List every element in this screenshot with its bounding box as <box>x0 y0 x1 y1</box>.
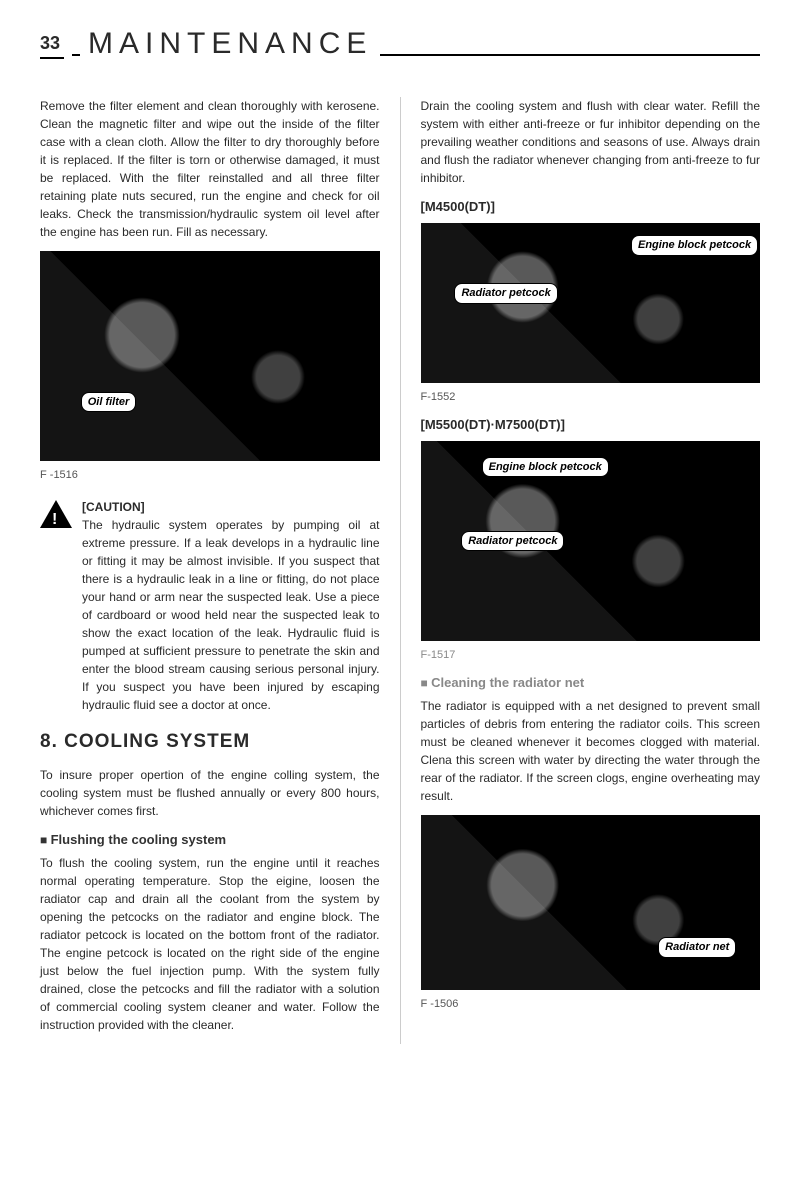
flushing-paragraph: To flush the cooling system, run the eng… <box>40 854 380 1034</box>
filter-paragraph: Remove the filter element and clean thor… <box>40 97 380 241</box>
left-column: Remove the filter element and clean thor… <box>40 97 380 1044</box>
figure-caption: F-1517 <box>421 647 761 664</box>
figure-caption: F -1516 <box>40 467 380 484</box>
cleaning-net-paragraph: The radiator is equipped with a net desi… <box>421 697 761 805</box>
callout-engine-block-petcock-2: Engine block petcock <box>482 457 609 478</box>
callout-radiator-petcock: Radiator petcock <box>454 283 557 304</box>
rule-left <box>72 54 80 56</box>
two-column-layout: Remove the filter element and clean thor… <box>40 97 760 1044</box>
callout-radiator-petcock-2: Radiator petcock <box>461 531 564 552</box>
caution-text: [CAUTION] The hydraulic system operates … <box>82 498 380 714</box>
model-label-m4500: [M4500(DT)] <box>421 197 761 217</box>
drain-paragraph: Drain the cooling system and flush with … <box>421 97 761 187</box>
subheading-flushing: Flushing the cooling system <box>40 830 380 850</box>
callout-radiator-net: Radiator net <box>658 937 736 958</box>
warning-triangle-icon <box>40 500 72 528</box>
section-title: COOLING SYSTEM <box>64 731 250 752</box>
cooling-intro-paragraph: To insure proper opertion of the engine … <box>40 766 380 820</box>
figure-caption: F-1552 <box>421 389 761 406</box>
callout-oil-filter: Oil filter <box>81 392 137 413</box>
title-row: MAINTENANCE <box>72 43 760 66</box>
figure-m4500: Radiator petcock Engine block petcock <box>421 223 761 383</box>
caution-body: The hydraulic system operates by pumping… <box>82 518 380 712</box>
right-column: Drain the cooling system and flush with … <box>421 97 761 1044</box>
figure-m5500: Engine block petcock Radiator petcock <box>421 441 761 641</box>
figure-radiator-net: Radiator net <box>421 815 761 990</box>
section-number: 8. <box>40 731 58 752</box>
page-title: MAINTENANCE <box>80 21 380 66</box>
callout-engine-block-petcock: Engine block petcock <box>631 235 758 256</box>
column-divider <box>400 97 401 1044</box>
caution-title: [CAUTION] <box>82 498 380 516</box>
photo-placeholder <box>421 815 761 990</box>
section-heading-cooling: 8. COOLING SYSTEM <box>40 728 380 757</box>
figure-oil-filter: Oil filter <box>40 251 380 461</box>
page-header: 33 MAINTENANCE <box>40 30 760 79</box>
photo-placeholder <box>40 251 380 461</box>
rule-right <box>380 54 760 56</box>
figure-caption: F -1506 <box>421 996 761 1013</box>
caution-block: [CAUTION] The hydraulic system operates … <box>40 498 380 714</box>
subheading-cleaning-net: Cleaning the radiator net <box>421 673 761 693</box>
model-label-m5500: [M5500(DT)·M7500(DT)] <box>421 415 761 435</box>
page-number: 33 <box>40 30 64 59</box>
